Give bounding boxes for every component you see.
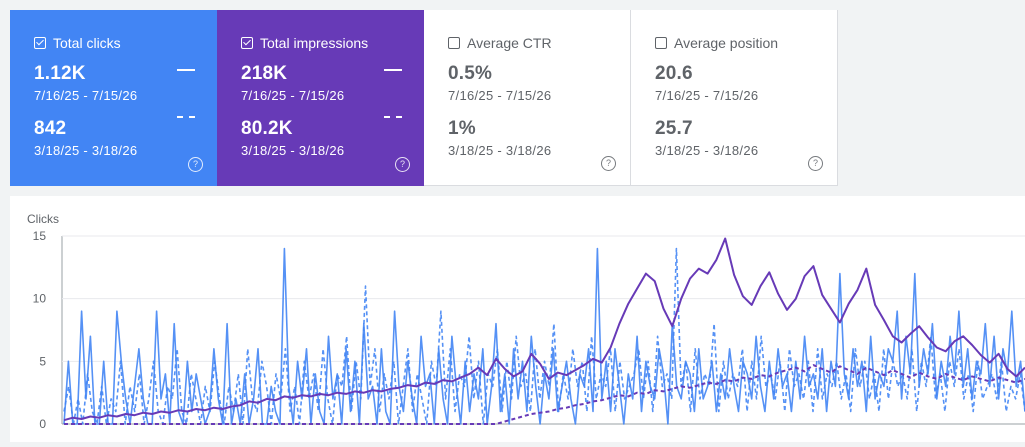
metric-range: 7/16/25 - 7/15/26 <box>655 88 759 103</box>
metric-compare-range: 3/18/25 - 3/18/26 <box>655 143 759 158</box>
metric-range: 7/16/25 - 7/15/26 <box>448 88 552 103</box>
series-line-2 <box>63 237 1025 422</box>
metric-card-average-ctr[interactable]: Average CTR 0.5% 7/16/25 - 7/15/26 1% 3/… <box>424 10 631 186</box>
metric-compare-range: 3/18/25 - 3/18/26 <box>241 143 345 158</box>
series-line-3 <box>64 364 1025 425</box>
metric-compare-value: 1% <box>448 118 476 139</box>
metric-compare-value: 80.2K <box>241 118 293 139</box>
checkbox-checked-icon[interactable] <box>34 37 46 49</box>
solid-line-legend-icon <box>177 69 195 71</box>
help-icon[interactable]: ? <box>395 157 410 172</box>
series-line-1 <box>63 247 1025 425</box>
y-axis-label: Clicks <box>27 212 59 226</box>
metric-range: 7/16/25 - 7/15/26 <box>34 88 138 103</box>
checkbox-unchecked-icon[interactable] <box>448 37 460 49</box>
help-icon[interactable]: ? <box>188 157 203 172</box>
performance-chart: Clicks 0 5 10 15 <box>10 196 1025 442</box>
help-icon[interactable]: ? <box>601 156 616 171</box>
metric-card-total-impressions[interactable]: Total impressions 218K 7/16/25 - 7/15/26… <box>217 10 424 186</box>
y-tick-label: 5 <box>39 354 46 368</box>
dashed-line-legend-icon <box>384 116 402 118</box>
series-line-0 <box>63 247 1025 425</box>
metric-value: 20.6 <box>655 63 693 84</box>
metric-label: Total clicks <box>53 35 121 51</box>
y-tick-label: 10 <box>33 292 47 306</box>
chart-svg: Clicks 0 5 10 15 <box>27 212 1025 431</box>
metric-compare-range: 3/18/25 - 3/18/26 <box>448 143 552 158</box>
y-tick-label: 15 <box>33 229 47 243</box>
metric-value: 1.12K <box>34 63 86 84</box>
y-tick-label: 0 <box>39 417 46 431</box>
solid-line-legend-icon <box>384 69 402 71</box>
checkbox-checked-icon[interactable] <box>241 37 253 49</box>
metric-cards: Total clicks 1.12K 7/16/25 - 7/15/26 842… <box>10 10 1025 186</box>
metric-label: Average CTR <box>467 35 552 51</box>
metric-card-total-clicks[interactable]: Total clicks 1.12K 7/16/25 - 7/15/26 842… <box>10 10 217 186</box>
metric-value: 0.5% <box>448 63 493 84</box>
metric-compare-value: 842 <box>34 118 67 139</box>
metric-compare-value: 25.7 <box>655 118 693 139</box>
metric-compare-range: 3/18/25 - 3/18/26 <box>34 143 138 158</box>
metric-label: Total impressions <box>260 35 369 51</box>
metric-label: Average position <box>674 35 779 51</box>
metric-value: 218K <box>241 63 288 84</box>
dashed-line-legend-icon <box>177 116 195 118</box>
checkbox-unchecked-icon[interactable] <box>655 37 667 49</box>
metric-range: 7/16/25 - 7/15/26 <box>241 88 345 103</box>
metric-card-average-position[interactable]: Average position 20.6 7/16/25 - 7/15/26 … <box>631 10 838 186</box>
help-icon[interactable]: ? <box>808 156 823 171</box>
